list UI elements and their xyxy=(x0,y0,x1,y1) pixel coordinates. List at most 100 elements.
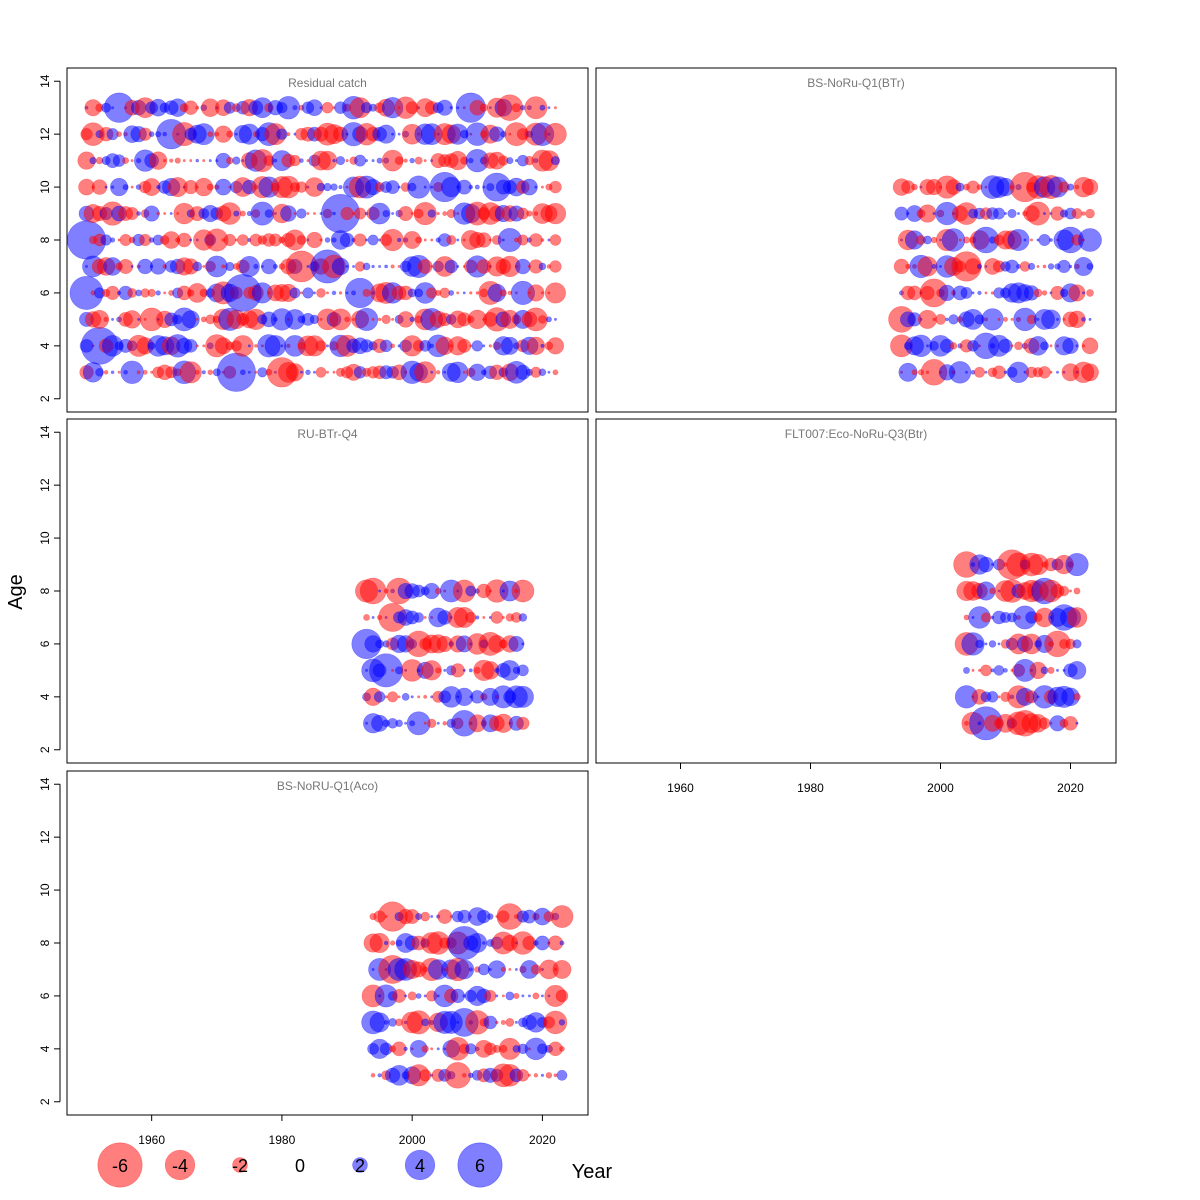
residual-bubble xyxy=(142,369,148,375)
residual-bubble xyxy=(513,992,520,999)
residual-bubble xyxy=(456,238,460,242)
residual-bubble xyxy=(435,667,442,674)
residual-bubble xyxy=(329,308,352,331)
panel-frame xyxy=(595,418,1117,764)
residual-bubble xyxy=(195,105,200,110)
panel-title: BS-NoRu-Q1(BTr) xyxy=(807,76,905,90)
residual-bubble xyxy=(179,361,202,384)
residual-bubble xyxy=(1088,317,1092,321)
y-tick-label: 14 xyxy=(38,425,52,439)
residual-bubble xyxy=(381,314,391,325)
residual-bubble xyxy=(1041,309,1061,330)
residual-bubble xyxy=(384,264,388,269)
residual-bubble xyxy=(371,159,375,163)
panel-frame xyxy=(595,67,1117,413)
residual-bubble xyxy=(495,1020,499,1025)
residual-bubble xyxy=(540,343,545,348)
residual-bubble xyxy=(195,344,199,348)
residual-bubble xyxy=(397,132,401,136)
residual-bubble xyxy=(535,935,550,951)
residual-bubble xyxy=(401,692,410,701)
residual-bubble xyxy=(517,664,529,677)
legend-label: 2 xyxy=(355,1156,365,1176)
residual-bubble xyxy=(407,991,417,1001)
residual-bubble xyxy=(413,201,437,226)
residual-bubble xyxy=(397,695,401,699)
residual-bubble xyxy=(465,1043,477,1055)
residual-bubble xyxy=(526,210,533,217)
residual-bubble xyxy=(975,639,984,649)
residual-bubble xyxy=(521,642,525,646)
residual-bubble xyxy=(977,290,982,296)
residual-bubble xyxy=(427,718,437,728)
residual-bubble xyxy=(553,106,557,110)
residual-bubble xyxy=(540,994,544,998)
residual-bubble xyxy=(369,932,390,954)
residual-bubble xyxy=(325,344,329,348)
residual-bubble xyxy=(1041,290,1048,296)
residual-bubble xyxy=(436,721,440,725)
residual-bubble xyxy=(344,316,350,323)
residual-bubble xyxy=(556,1069,568,1081)
residual-bubble xyxy=(423,238,427,242)
residual-bubble xyxy=(456,264,460,268)
legend-bubble xyxy=(232,1157,248,1173)
residual-bubble xyxy=(490,611,504,624)
residual-bubble xyxy=(272,263,278,269)
residual-bubble xyxy=(511,579,535,603)
residual-bubble xyxy=(415,236,423,244)
residual-bubble xyxy=(508,967,512,971)
residual-bubble xyxy=(332,370,336,374)
residual-bubble xyxy=(545,1072,553,1079)
bubbles xyxy=(953,549,1089,741)
residual-bubble xyxy=(383,940,389,946)
residual-bubble xyxy=(397,264,401,268)
residual-bubble xyxy=(238,256,260,277)
residual-bubble xyxy=(330,183,338,191)
y-tick-label: 14 xyxy=(38,74,52,88)
residual-bubble xyxy=(1073,693,1081,701)
residual-bubble xyxy=(475,291,479,295)
residual-bubble xyxy=(1073,587,1081,595)
residual-bubble xyxy=(225,261,235,272)
residual-bubble xyxy=(1056,317,1060,321)
residual-bubble xyxy=(1066,183,1075,191)
residual-bubble xyxy=(540,238,545,242)
residual-bubble xyxy=(406,711,431,736)
residual-bubble xyxy=(990,668,995,673)
residual-bubble xyxy=(898,362,918,382)
residual-bubble xyxy=(487,960,506,979)
residual-bubble xyxy=(518,613,528,622)
residual-bubble xyxy=(430,915,434,919)
residual-bubble xyxy=(521,994,525,998)
y-tick-label: 6 xyxy=(38,640,52,647)
residual-bubble xyxy=(468,184,473,190)
y-axis-label: Age xyxy=(5,574,27,610)
residual-bubble xyxy=(247,344,251,348)
residual-bubble xyxy=(189,238,193,242)
residual-bubble xyxy=(553,1073,558,1078)
residual-bubble xyxy=(182,159,186,163)
residual-bubble xyxy=(319,238,323,242)
residual-bubble xyxy=(264,209,274,218)
residual-bubble xyxy=(414,156,423,165)
residual-bubble xyxy=(176,232,192,248)
residual-bubble xyxy=(511,103,521,113)
residual-bubble xyxy=(137,317,141,321)
residual-bubble xyxy=(976,263,983,270)
residual-bubble xyxy=(233,210,240,217)
residual-bubble xyxy=(362,262,371,271)
legend-label: 0 xyxy=(295,1156,305,1176)
residual-bubble xyxy=(1085,208,1095,219)
residual-bubble xyxy=(148,131,155,138)
residual-bubble xyxy=(226,130,234,138)
residual-bubble xyxy=(394,156,404,165)
residual-bubble xyxy=(1086,289,1094,297)
residual-bubble xyxy=(391,212,395,216)
x-tick-label: 2020 xyxy=(1057,781,1084,795)
residual-bubble xyxy=(104,185,108,189)
panel-title: Residual catch xyxy=(288,76,367,90)
residual-bubble xyxy=(395,719,403,728)
residual-bubble xyxy=(1075,721,1079,725)
residual-bubble xyxy=(421,660,442,681)
